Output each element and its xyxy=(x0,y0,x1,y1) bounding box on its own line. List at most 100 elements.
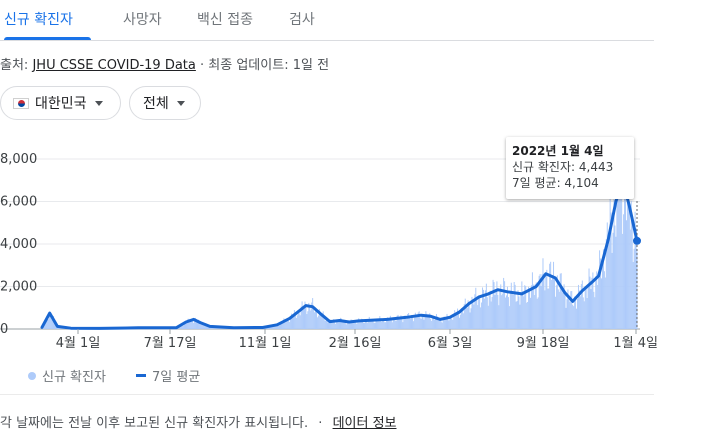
daily-bar xyxy=(309,306,311,329)
daily-bar xyxy=(195,317,197,329)
daily-bar xyxy=(333,319,335,329)
daily-bar xyxy=(338,322,340,329)
footer-note: 각 날짜에는 전날 이후 보고된 신규 확진자가 표시됩니다. · 데이터 정보 xyxy=(0,412,397,431)
daily-bar xyxy=(425,311,427,329)
daily-bar xyxy=(191,318,193,329)
daily-bar xyxy=(484,290,486,329)
daily-bar xyxy=(458,317,460,329)
range-dropdown[interactable]: 전체 xyxy=(129,86,201,120)
daily-bar xyxy=(379,316,381,329)
daily-bar xyxy=(546,269,548,329)
daily-bar xyxy=(299,315,301,329)
avg-line xyxy=(40,178,639,330)
daily-bar xyxy=(306,314,308,329)
daily-bar xyxy=(352,323,354,329)
daily-bar xyxy=(561,291,563,329)
daily-bar xyxy=(572,304,574,329)
daily-bar xyxy=(490,301,492,329)
daily-bar xyxy=(487,305,489,329)
tab-deaths[interactable]: 사망자 xyxy=(123,12,162,28)
last-updated: 최종 업데이트: 1일 전 xyxy=(208,58,330,73)
daily-bar xyxy=(304,301,306,329)
daily-bar xyxy=(503,277,505,329)
range-label: 전체 xyxy=(143,96,169,112)
source-line: 출처: JHU CSSE COVID-19 Data · 최종 업데이트: 1일… xyxy=(0,54,329,73)
legend-bars: 신규 확진자 xyxy=(28,366,106,385)
daily-bar xyxy=(360,321,362,329)
daily-bar xyxy=(202,324,204,329)
daily-bar xyxy=(493,282,495,329)
daily-bar xyxy=(335,323,337,329)
daily-bar xyxy=(279,323,281,329)
daily-bar xyxy=(520,292,522,329)
daily-bar xyxy=(466,308,468,329)
daily-bar xyxy=(505,297,507,329)
daily-bar xyxy=(474,294,476,329)
daily-bar xyxy=(509,292,511,329)
daily-bar xyxy=(290,316,292,329)
daily-bar xyxy=(574,296,576,329)
tab-tests[interactable]: 검사 xyxy=(289,12,315,28)
daily-bar xyxy=(296,315,298,329)
daily-bar xyxy=(463,304,465,329)
x-tick-label: 11월 1일 xyxy=(239,336,292,351)
daily-bar xyxy=(328,322,330,329)
daily-bar xyxy=(403,319,405,329)
daily-bar xyxy=(604,277,606,329)
daily-bar xyxy=(385,322,387,329)
daily-bar xyxy=(507,297,509,329)
daily-bar xyxy=(625,196,627,329)
daily-bar xyxy=(496,281,498,329)
daily-bar xyxy=(355,322,357,329)
daily-bar xyxy=(185,322,187,329)
daily-bar xyxy=(366,322,368,329)
daily-bar xyxy=(316,317,318,329)
daily-bar xyxy=(462,313,464,329)
daily-bar xyxy=(51,319,53,329)
daily-bar xyxy=(617,150,619,329)
daily-bar xyxy=(317,315,319,329)
daily-bar xyxy=(598,275,600,329)
daily-bar xyxy=(588,268,590,329)
daily-bar xyxy=(508,306,510,329)
daily-bar xyxy=(559,273,561,329)
daily-bar xyxy=(313,307,315,329)
daily-bar xyxy=(468,302,470,329)
daily-bar xyxy=(613,199,615,329)
daily-bar xyxy=(196,320,198,329)
daily-bar xyxy=(305,303,307,329)
daily-bar xyxy=(547,288,549,329)
legend-bars-swatch xyxy=(28,371,36,380)
daily-bar xyxy=(47,319,49,329)
daily-bar xyxy=(329,319,331,329)
daily-bar xyxy=(586,298,588,329)
daily-bar xyxy=(500,284,502,329)
tab-new-cases[interactable]: 신규 확진자 xyxy=(4,12,73,28)
daily-bar xyxy=(633,248,635,329)
daily-bar xyxy=(345,324,347,329)
daily-bar xyxy=(521,281,523,329)
country-dropdown[interactable]: 대한민국 xyxy=(0,86,121,120)
source-link[interactable]: JHU CSSE COVID-19 Data xyxy=(32,58,196,73)
daily-bar xyxy=(206,324,208,329)
daily-bar xyxy=(399,318,401,329)
daily-bar xyxy=(492,279,494,329)
daily-bar xyxy=(537,297,539,329)
daily-bar xyxy=(621,174,623,329)
daily-bar xyxy=(182,325,184,329)
cases-chart[interactable]: 8,000 6,000 4,000 2,000 0 4월 1일 7월 17일 11월 1일 2… xyxy=(0,135,706,360)
daily-bar xyxy=(577,298,579,329)
x-tick-label: 4월 1일 xyxy=(56,336,101,351)
daily-bar xyxy=(610,212,612,329)
daily-bar xyxy=(369,319,371,329)
daily-bar xyxy=(356,323,358,329)
daily-bar xyxy=(410,318,412,329)
source-separator: · xyxy=(200,58,205,73)
daily-bar xyxy=(302,307,304,329)
tab-vaccinations[interactable]: 백신 접종 xyxy=(197,12,253,28)
daily-bar xyxy=(545,276,547,329)
data-info-link[interactable]: 데이터 정보 xyxy=(332,416,397,431)
daily-bar xyxy=(625,220,627,329)
daily-bar xyxy=(609,196,611,329)
daily-bar xyxy=(516,301,518,329)
